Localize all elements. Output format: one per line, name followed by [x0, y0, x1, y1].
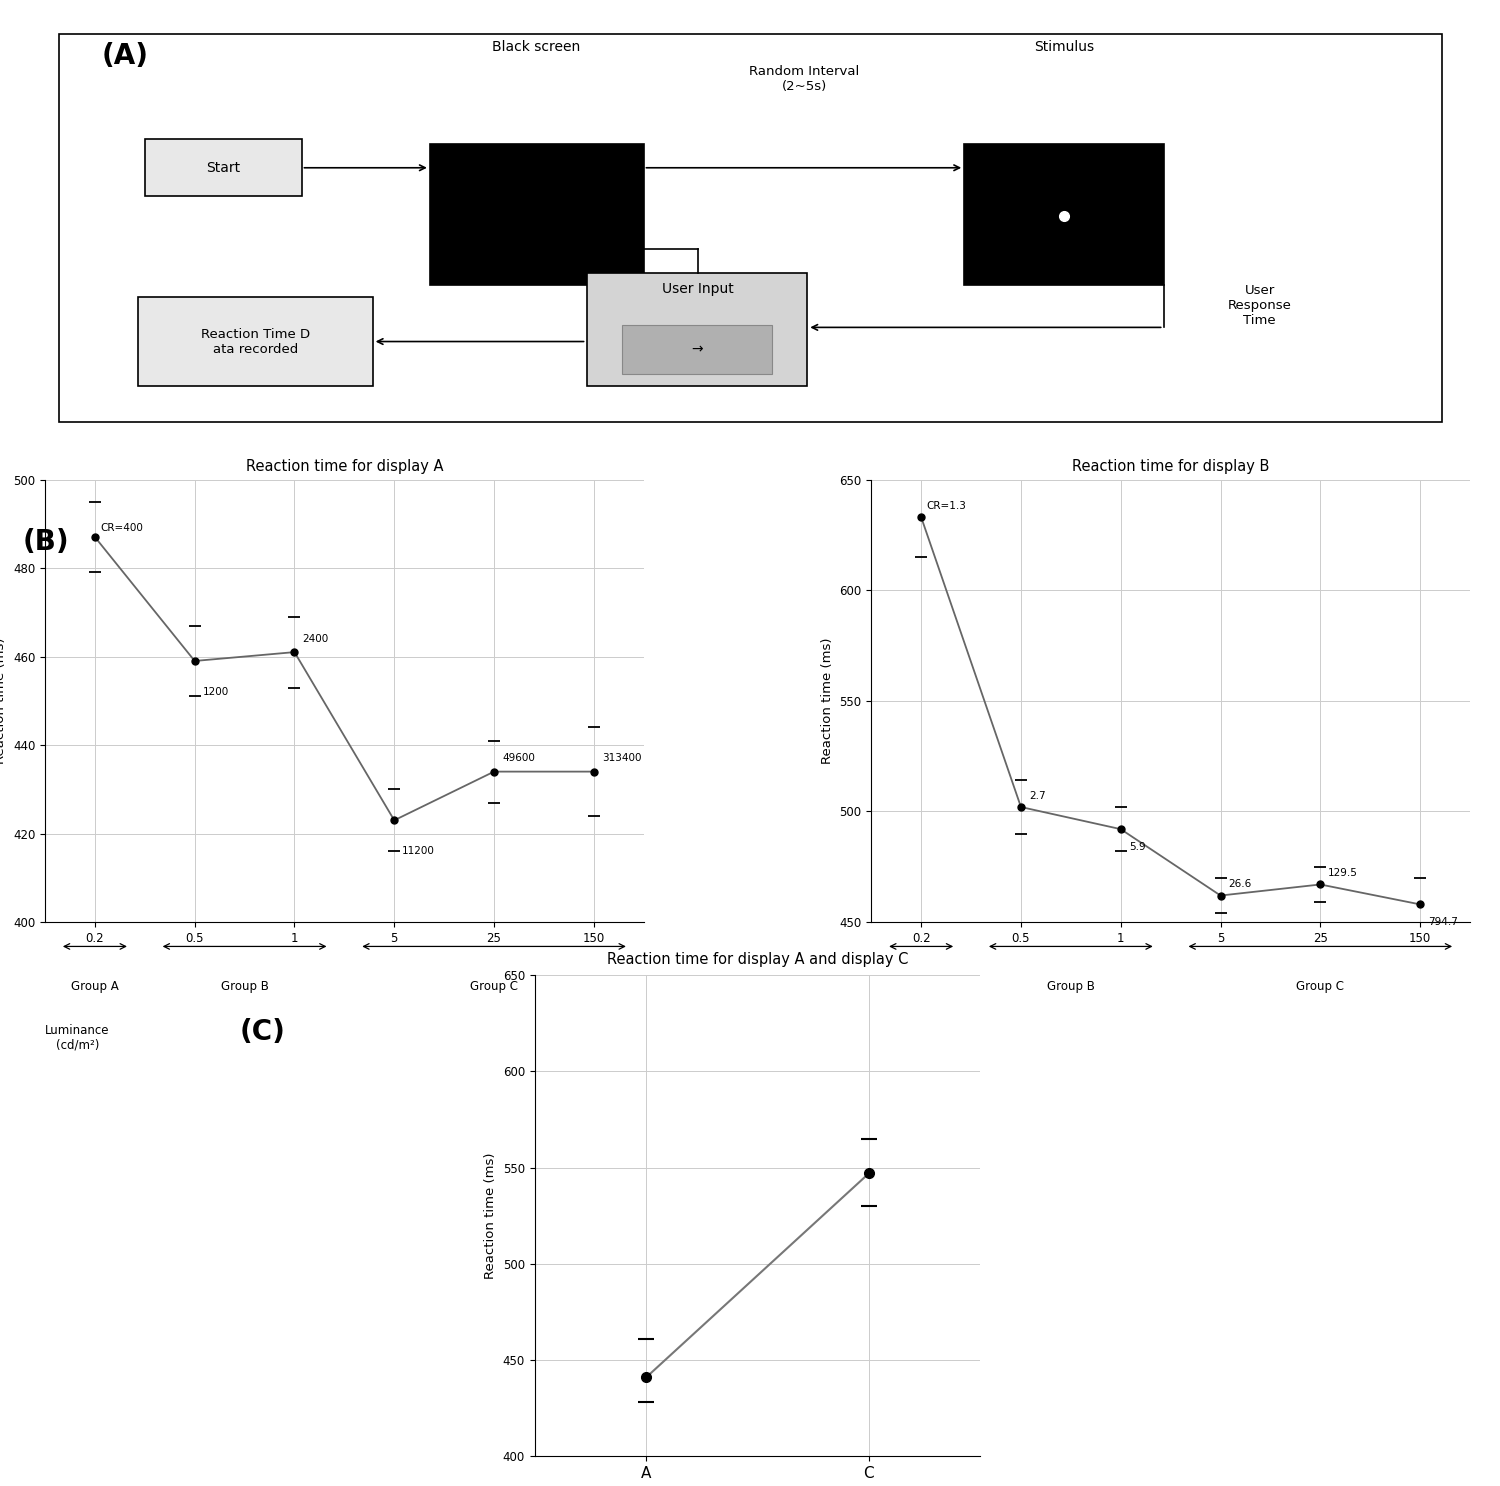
Y-axis label: Reaction time (ms): Reaction time (ms) [821, 637, 834, 764]
Text: CR=1.3: CR=1.3 [926, 501, 966, 511]
Text: 129.5: 129.5 [1329, 868, 1358, 878]
FancyBboxPatch shape [622, 325, 771, 374]
Text: Group C: Group C [1296, 979, 1344, 993]
FancyBboxPatch shape [60, 34, 1442, 422]
Text: 0s: 0s [579, 229, 594, 242]
Text: (C): (C) [240, 1018, 286, 1046]
Text: CR=400: CR=400 [100, 523, 142, 533]
Text: 26.6: 26.6 [1228, 880, 1252, 890]
Text: Luminance
(cd/m²): Luminance (cd/m²) [871, 1024, 936, 1052]
Text: Group A: Group A [897, 979, 945, 993]
Text: Black screen: Black screen [492, 40, 580, 53]
Y-axis label: Reaction time (ms): Reaction time (ms) [0, 637, 8, 764]
Title: Reaction time for display B: Reaction time for display B [1072, 459, 1269, 474]
Text: Start: Start [206, 160, 240, 175]
FancyBboxPatch shape [586, 273, 807, 386]
Text: Group A: Group A [70, 979, 118, 993]
Text: 313400: 313400 [602, 753, 642, 764]
Text: 1200: 1200 [202, 687, 229, 697]
Title: Reaction time for display A and display C: Reaction time for display A and display … [608, 953, 908, 967]
Text: 11200: 11200 [402, 847, 435, 856]
Title: Reaction time for display A: Reaction time for display A [246, 459, 442, 474]
Y-axis label: Reaction time (ms): Reaction time (ms) [484, 1153, 498, 1279]
FancyBboxPatch shape [138, 297, 372, 386]
Text: 2.7: 2.7 [1029, 791, 1045, 801]
Text: (B): (B) [22, 528, 69, 556]
Text: Reaction Time D
ata recorded: Reaction Time D ata recorded [201, 327, 309, 355]
Text: Group C: Group C [470, 979, 518, 993]
Text: 49600: 49600 [503, 753, 536, 764]
Text: Luminance
(cd/m²): Luminance (cd/m²) [45, 1024, 110, 1052]
Text: 794.7: 794.7 [1428, 917, 1458, 927]
Text: Group B: Group B [1047, 979, 1095, 993]
Text: User Input: User Input [662, 282, 734, 296]
Text: →: → [692, 343, 702, 357]
FancyBboxPatch shape [144, 140, 302, 196]
Text: (A): (A) [102, 43, 148, 70]
Text: 2400: 2400 [303, 635, 328, 643]
FancyBboxPatch shape [429, 144, 644, 285]
FancyBboxPatch shape [964, 144, 1164, 285]
Text: Random Interval
(2~5s): Random Interval (2~5s) [750, 65, 859, 92]
Text: Group B: Group B [220, 979, 268, 993]
Text: Stimulus: Stimulus [1034, 40, 1094, 53]
Text: User
Response
Time: User Response Time [1227, 284, 1292, 327]
Text: 5.9: 5.9 [1128, 843, 1146, 851]
